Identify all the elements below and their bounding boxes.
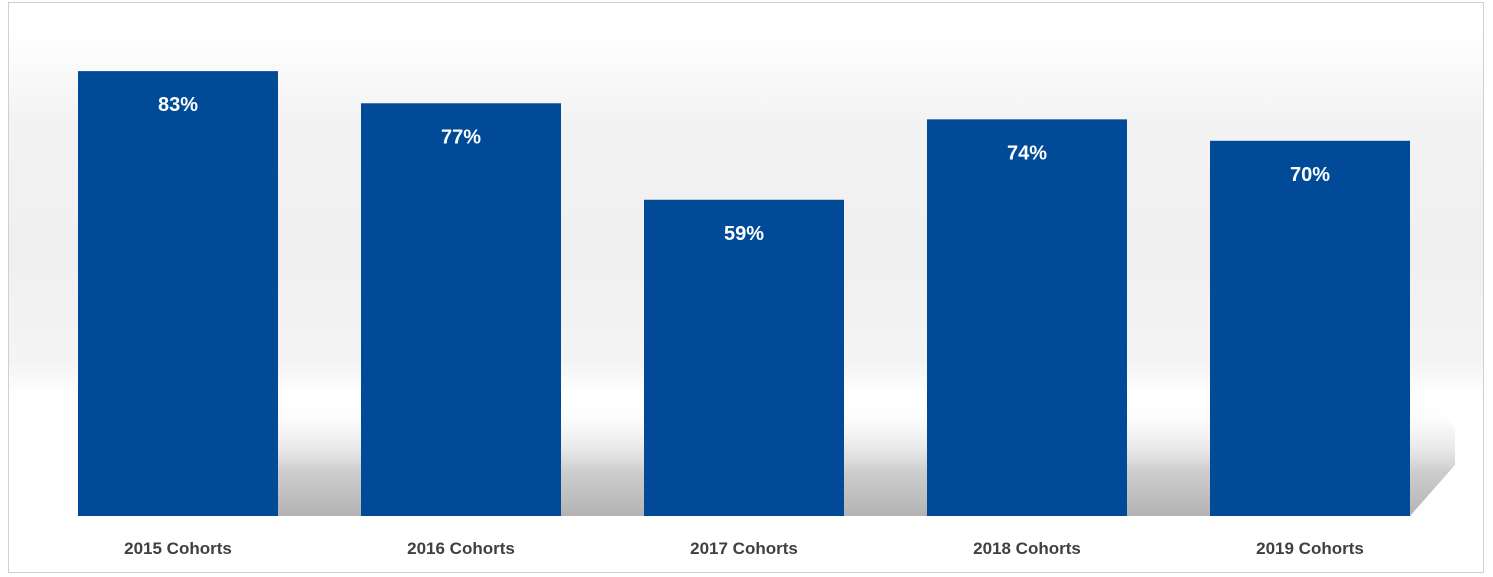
category-label: 2017 Cohorts xyxy=(690,539,798,558)
bar-2015-cohorts xyxy=(78,71,278,517)
bar-value-label: 59% xyxy=(724,223,764,245)
bar-value-label: 74% xyxy=(1007,142,1047,164)
bar-2019-cohorts xyxy=(1210,140,1410,517)
bar-value-label: 83% xyxy=(158,94,198,116)
category-label: 2018 Cohorts xyxy=(973,539,1081,558)
bar-value-label: 77% xyxy=(441,126,481,148)
bar-value-label: 70% xyxy=(1290,164,1330,186)
bar-2018-cohorts xyxy=(927,119,1127,517)
category-label: 2016 Cohorts xyxy=(407,539,515,558)
category-label: 2015 Cohorts xyxy=(124,539,232,558)
bar-2016-cohorts xyxy=(361,103,561,516)
bar-2017-cohorts xyxy=(644,199,844,516)
category-label: 2019 Cohorts xyxy=(1256,539,1364,558)
